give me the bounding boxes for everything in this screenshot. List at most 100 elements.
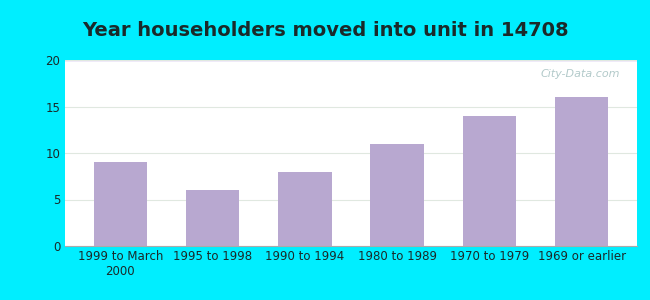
Bar <box>65 60 637 61</box>
Bar <box>65 60 637 61</box>
Bar <box>65 60 637 61</box>
Text: Year householders moved into unit in 14708: Year householders moved into unit in 147… <box>82 21 568 40</box>
Bar <box>65 61 637 62</box>
Bar <box>65 61 637 62</box>
Bar <box>65 60 637 61</box>
Bar <box>65 60 637 61</box>
Bar <box>65 60 637 61</box>
Bar <box>65 60 637 61</box>
Bar <box>65 61 637 62</box>
Bar <box>65 60 637 61</box>
Bar <box>65 61 637 62</box>
Bar <box>65 60 637 61</box>
Bar <box>65 60 637 61</box>
Bar <box>65 61 637 62</box>
Bar <box>65 61 637 62</box>
Bar <box>65 60 637 61</box>
Bar <box>65 61 637 62</box>
Bar <box>65 60 637 61</box>
Bar <box>65 61 637 62</box>
Bar <box>65 60 637 61</box>
Bar <box>65 61 637 62</box>
Bar <box>65 60 637 61</box>
Bar <box>65 60 637 61</box>
Bar <box>65 61 637 62</box>
Bar <box>65 60 637 61</box>
Bar <box>65 60 637 61</box>
Bar <box>65 60 637 61</box>
Bar <box>65 61 637 62</box>
Bar <box>65 60 637 61</box>
Bar <box>65 60 637 61</box>
Bar <box>65 60 637 61</box>
Bar <box>65 60 637 61</box>
Bar <box>65 60 637 62</box>
Bar <box>65 60 637 61</box>
Bar <box>65 60 637 61</box>
Bar <box>65 60 637 61</box>
Bar <box>65 61 637 62</box>
Bar <box>65 60 637 61</box>
Bar <box>65 60 637 61</box>
Bar <box>65 60 637 61</box>
Bar <box>65 60 637 61</box>
Bar <box>65 60 637 61</box>
Bar <box>65 61 637 62</box>
Bar <box>65 60 637 61</box>
Bar <box>65 60 637 61</box>
Bar <box>65 60 637 61</box>
Bar <box>65 61 637 62</box>
Bar <box>65 61 637 62</box>
Bar <box>65 60 637 61</box>
Bar <box>65 60 637 61</box>
Bar <box>65 60 637 61</box>
Bar <box>65 60 637 61</box>
Bar <box>65 60 637 61</box>
Bar <box>555 97 608 246</box>
Bar <box>65 60 637 61</box>
Bar <box>65 61 637 62</box>
Bar <box>65 60 637 61</box>
Bar <box>65 60 637 61</box>
Bar <box>65 60 637 61</box>
Bar <box>65 60 637 61</box>
Bar <box>65 60 637 61</box>
Bar <box>65 60 637 61</box>
Bar <box>65 60 637 61</box>
Bar <box>65 60 637 61</box>
Bar <box>65 60 637 61</box>
Bar <box>65 60 637 61</box>
Text: City-Data.com: City-Data.com <box>540 69 620 79</box>
Bar <box>65 60 637 62</box>
Bar <box>65 60 637 61</box>
Bar <box>65 60 637 61</box>
Bar <box>65 61 637 62</box>
Bar <box>65 60 637 61</box>
Bar <box>65 60 637 61</box>
Bar <box>65 61 637 62</box>
Bar <box>65 61 637 62</box>
Bar <box>65 61 637 62</box>
Bar <box>65 60 637 61</box>
Bar <box>65 60 637 61</box>
Bar <box>65 60 637 61</box>
Bar <box>65 60 637 61</box>
Bar <box>65 61 637 62</box>
Bar <box>65 60 637 61</box>
Bar <box>65 61 637 62</box>
Bar <box>65 60 637 61</box>
Bar <box>65 61 637 62</box>
Bar <box>65 60 637 62</box>
Bar <box>65 60 637 61</box>
Bar <box>94 162 147 246</box>
Bar <box>65 60 637 61</box>
Bar <box>65 60 637 61</box>
Bar <box>65 61 637 62</box>
Bar <box>65 60 637 61</box>
Bar <box>65 60 637 61</box>
Bar <box>65 60 637 61</box>
Bar <box>65 60 637 61</box>
Bar <box>65 60 637 61</box>
Bar <box>370 144 424 246</box>
Bar <box>65 60 637 61</box>
